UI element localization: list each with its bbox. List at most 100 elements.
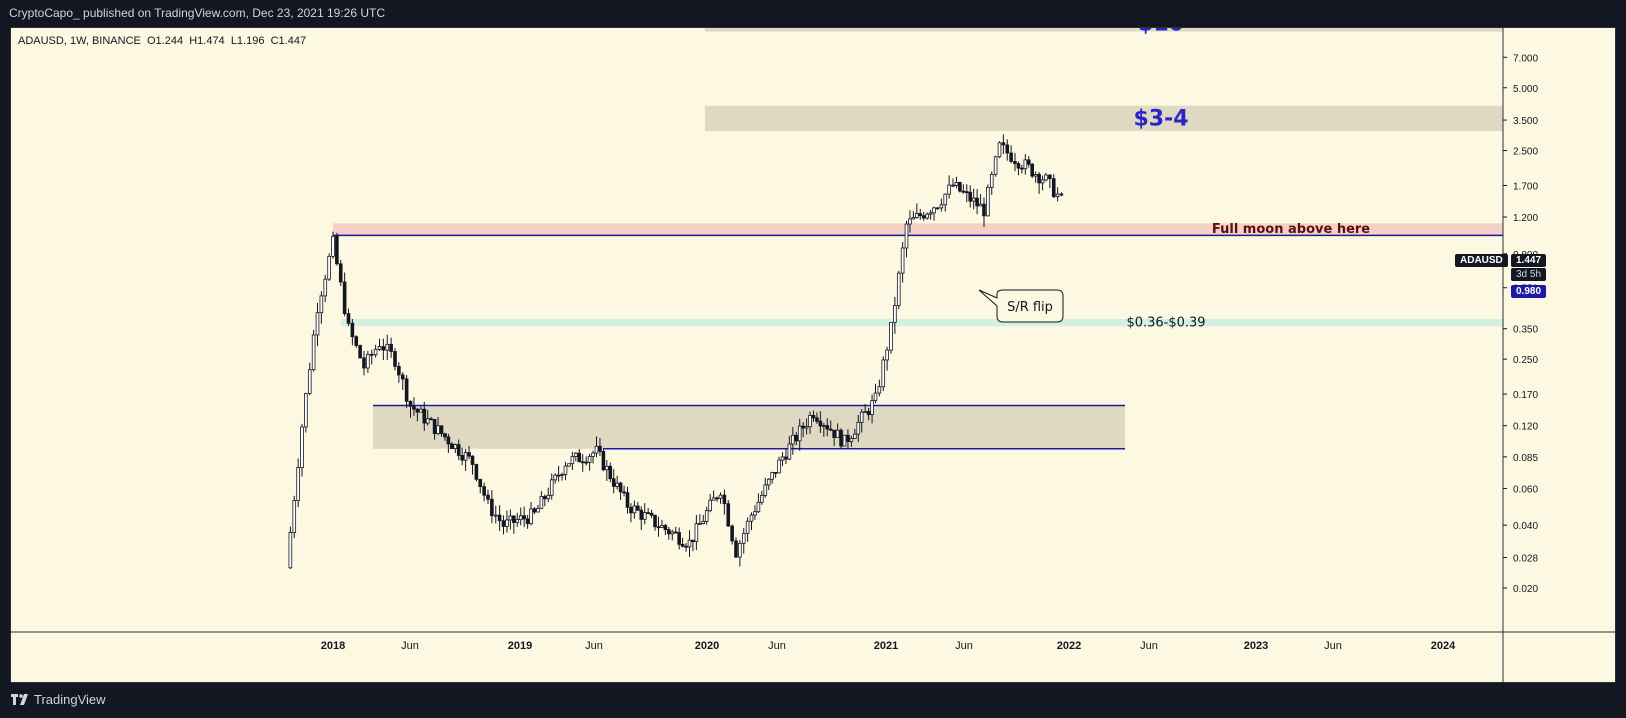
candle-body [918, 213, 923, 217]
candle-body [605, 465, 609, 471]
time-tick-label: Jun [955, 640, 973, 652]
candle-body [870, 400, 874, 415]
candle-body [460, 455, 464, 461]
candle-body [611, 478, 616, 487]
price-tick-label: 2.500 [1513, 147, 1538, 158]
candle-body [1030, 163, 1035, 177]
price-tick-label: 0.250 [1513, 355, 1538, 366]
last-price-tag: 1.447 [1511, 254, 1547, 267]
legend-symbol: ADAUSD, 1W, BINANCE [18, 35, 141, 47]
candle-body [822, 425, 826, 427]
candle-body [618, 482, 623, 493]
header-bar: CryptoCapo_ published on TradingView.com… [0, 0, 1626, 27]
tradingview-logo[interactable]: TradingView [11, 692, 106, 707]
candle-body [680, 543, 685, 547]
price-axis [1503, 28, 1615, 682]
candle-body [478, 478, 483, 487]
time-tick-label: 2023 [1244, 640, 1268, 652]
candle-body [408, 400, 413, 407]
candle-body [1013, 160, 1017, 164]
candle-body [1009, 152, 1013, 162]
candle-body [832, 429, 836, 438]
candle-body [770, 472, 774, 480]
candle-body [801, 425, 805, 429]
candle-body [422, 408, 427, 424]
candle-body [350, 322, 355, 338]
level-price-tag: 0.980 [1511, 285, 1547, 298]
candle-body [522, 515, 526, 520]
price-tick-label: 1.700 [1513, 181, 1538, 192]
candle-body [656, 526, 661, 529]
candle-body [622, 491, 626, 494]
candle-body [715, 497, 719, 500]
candle-body [993, 156, 998, 175]
candle-body [574, 452, 578, 457]
time-tick-label: 2019 [508, 640, 532, 652]
time-tick-label: Jun [585, 640, 603, 652]
zone-full-moon [333, 223, 1503, 236]
candle-body [738, 542, 742, 558]
candle-body [584, 461, 588, 464]
candle-body [594, 445, 599, 454]
candle-body [701, 520, 706, 524]
candle-body [943, 193, 948, 206]
candle-body [532, 508, 537, 513]
candle-body [470, 455, 475, 465]
candle-body [663, 525, 668, 531]
time-tick-label: 2020 [695, 640, 719, 652]
candle-body [300, 426, 304, 468]
candle-body [921, 215, 926, 219]
candle-body [787, 443, 792, 460]
candle-body [687, 539, 692, 548]
candle-body [615, 482, 619, 487]
candle-body [968, 191, 973, 202]
candle-body [425, 418, 430, 424]
candle-body [704, 510, 709, 522]
candle-body [389, 343, 393, 352]
candle-body [443, 433, 447, 438]
candle-body [385, 343, 390, 351]
candle-body [677, 532, 681, 545]
candle-body [741, 533, 746, 544]
candle-body [958, 182, 962, 192]
candle-body [859, 411, 864, 423]
price-chart[interactable]: $10 $3-4 Full moon above here $0.36-$0.39 S/… [11, 28, 1615, 682]
candle-body [632, 505, 637, 514]
candle-body [835, 429, 840, 438]
candle-body [539, 496, 544, 509]
candle-body [580, 461, 585, 464]
candle-body [369, 353, 374, 356]
candle-body [698, 523, 702, 525]
candle-body [911, 217, 916, 220]
time-tick-label: 2024 [1431, 640, 1456, 652]
time-tick-label: 2018 [321, 640, 345, 652]
candle-body [804, 426, 809, 429]
candle-body [323, 278, 328, 297]
candle-body [1001, 142, 1006, 146]
candle-body [734, 540, 738, 558]
candle-body [846, 434, 850, 442]
candle-body [896, 272, 901, 306]
chart-area[interactable]: $10 $3-4 Full moon above here $0.36-$0.39 S/… [10, 27, 1616, 683]
candle-body [649, 512, 654, 516]
candle-body [961, 190, 966, 193]
candle-body [971, 197, 976, 202]
candle-body [377, 346, 382, 350]
candle-body [518, 515, 523, 521]
candle-body [939, 204, 944, 209]
candle-body [373, 348, 378, 356]
candle-body [722, 494, 727, 505]
candle-body [456, 444, 461, 456]
candle-body [853, 433, 857, 439]
candle-body [849, 438, 854, 442]
symbol-tag: ADAUSD [1455, 254, 1508, 267]
candle-body [904, 223, 909, 249]
candle-body [932, 207, 936, 214]
candle-body [784, 456, 788, 460]
annotation-ten-dollars: $10 [1138, 28, 1184, 36]
price-tick-label: 0.060 [1513, 484, 1538, 495]
candle-body [304, 393, 308, 428]
candle-body [453, 444, 458, 449]
candle-body [415, 408, 420, 413]
candle-body [684, 545, 688, 548]
